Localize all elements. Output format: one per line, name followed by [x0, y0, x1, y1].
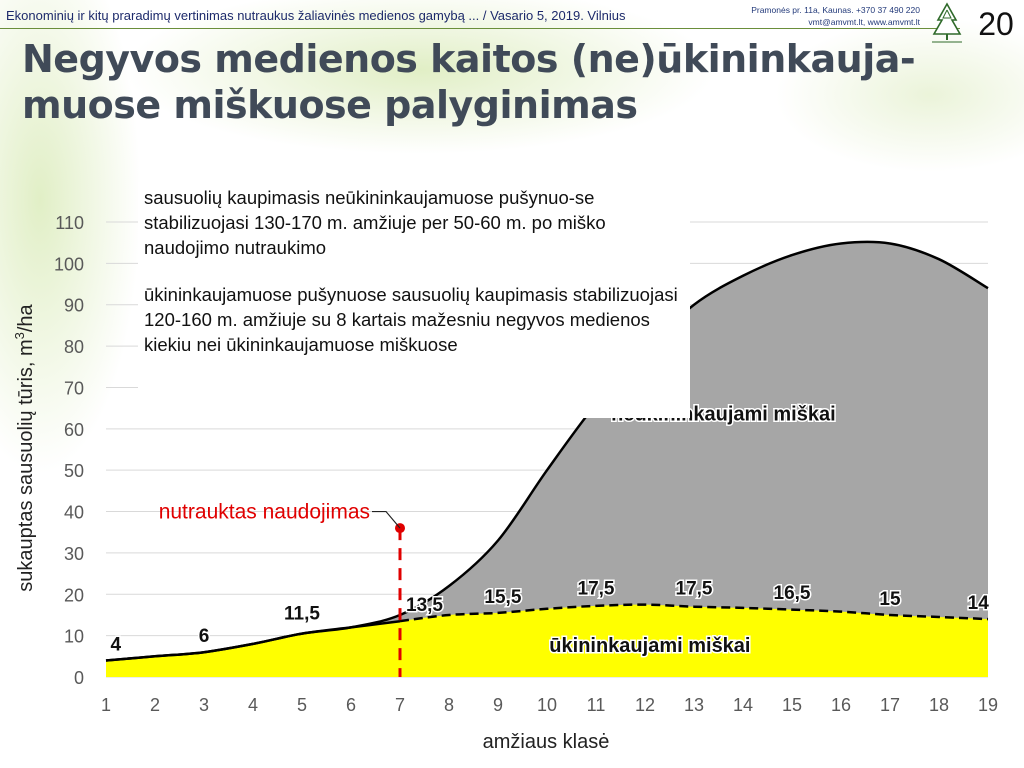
page-title-line2: muose miškuose palyginimas	[22, 83, 638, 127]
data-label: 4	[111, 634, 122, 655]
data-label: 14	[968, 593, 990, 614]
x-tick-label: 16	[831, 695, 851, 715]
header-divider	[0, 28, 960, 29]
x-tick-label: 19	[978, 695, 998, 715]
callout-paragraph-1: sausuolių kaupimasis neūkininkaujamuose …	[144, 187, 606, 258]
x-tick-label: 15	[782, 695, 802, 715]
y-tick-label: 10	[64, 627, 84, 647]
x-tick-label: 10	[537, 695, 557, 715]
y-tick-label: 100	[54, 254, 84, 274]
data-label: 17,5	[676, 579, 713, 600]
y-tick-label: 20	[64, 585, 84, 605]
x-tick-label: 18	[929, 695, 949, 715]
callout-paragraph-2: ūkininkaujamuose pušynuose sausuolių kau…	[144, 284, 678, 355]
x-tick-label: 9	[493, 695, 503, 715]
x-tick-label: 8	[444, 695, 454, 715]
x-tick-label: 5	[297, 695, 307, 715]
data-label: 15	[879, 589, 901, 610]
contact-web: vmt@amvmt.lt, www.amvmt.lt	[808, 17, 920, 27]
data-label: 17,5	[578, 579, 615, 600]
slide-number: 20	[978, 6, 1014, 42]
data-label: 13,5	[406, 595, 443, 616]
page-title: Negyvos medienos kaitos (ne)ūkininkauja-…	[22, 36, 982, 128]
y-tick-label: 110	[55, 213, 84, 233]
breadcrumb: Ekonominių ir kitų praradimų vertinimas …	[6, 8, 626, 23]
x-tick-label: 14	[733, 695, 753, 715]
y-tick-label: 70	[64, 378, 84, 398]
x-tick-label: 11	[587, 695, 606, 715]
y-tick-label: 40	[64, 503, 84, 523]
x-tick-label: 12	[635, 695, 655, 715]
data-label: 16,5	[774, 583, 811, 604]
contact-address: Pramonės pr. 11a, Kaunas. +370 37 490 22…	[751, 5, 920, 15]
data-label: 15,5	[484, 587, 521, 608]
x-tick-label: 1	[101, 695, 111, 715]
managed-forest-area	[106, 604, 988, 677]
x-tick-label: 17	[880, 695, 900, 715]
data-label: 6	[199, 626, 210, 647]
y-tick-label: 90	[64, 296, 84, 316]
x-tick-label: 7	[395, 695, 405, 715]
contact-info: Pramonės pr. 11a, Kaunas. +370 37 490 22…	[751, 4, 920, 28]
annotation-label: nutrauktas naudojimas	[159, 501, 370, 524]
x-tick-label: 4	[248, 695, 258, 715]
x-tick-label: 13	[684, 695, 704, 715]
y-axis-label: sukauptas sausuolių tūris, m3/ha	[12, 303, 37, 591]
y-tick-label: 50	[64, 461, 84, 481]
page-title-line1: Negyvos medienos kaitos (ne)ūkininkauja-	[22, 37, 916, 81]
x-axis-label: amžiaus klasė	[483, 731, 610, 753]
lower-area-label: ūkininkaujami miškai	[549, 635, 750, 657]
data-label: 11,5	[284, 603, 320, 624]
x-tick-label: 6	[346, 695, 356, 715]
callout-box: sausuolių kaupimasis neūkininkaujamuose …	[138, 182, 690, 418]
x-tick-label: 2	[150, 695, 160, 715]
y-tick-label: 80	[64, 337, 84, 357]
y-tick-label: 0	[74, 668, 84, 688]
forest-institute-logo-icon	[926, 2, 968, 44]
x-tick-label: 3	[199, 695, 209, 715]
y-tick-label: 60	[64, 420, 84, 440]
y-tick-label: 30	[64, 544, 84, 564]
